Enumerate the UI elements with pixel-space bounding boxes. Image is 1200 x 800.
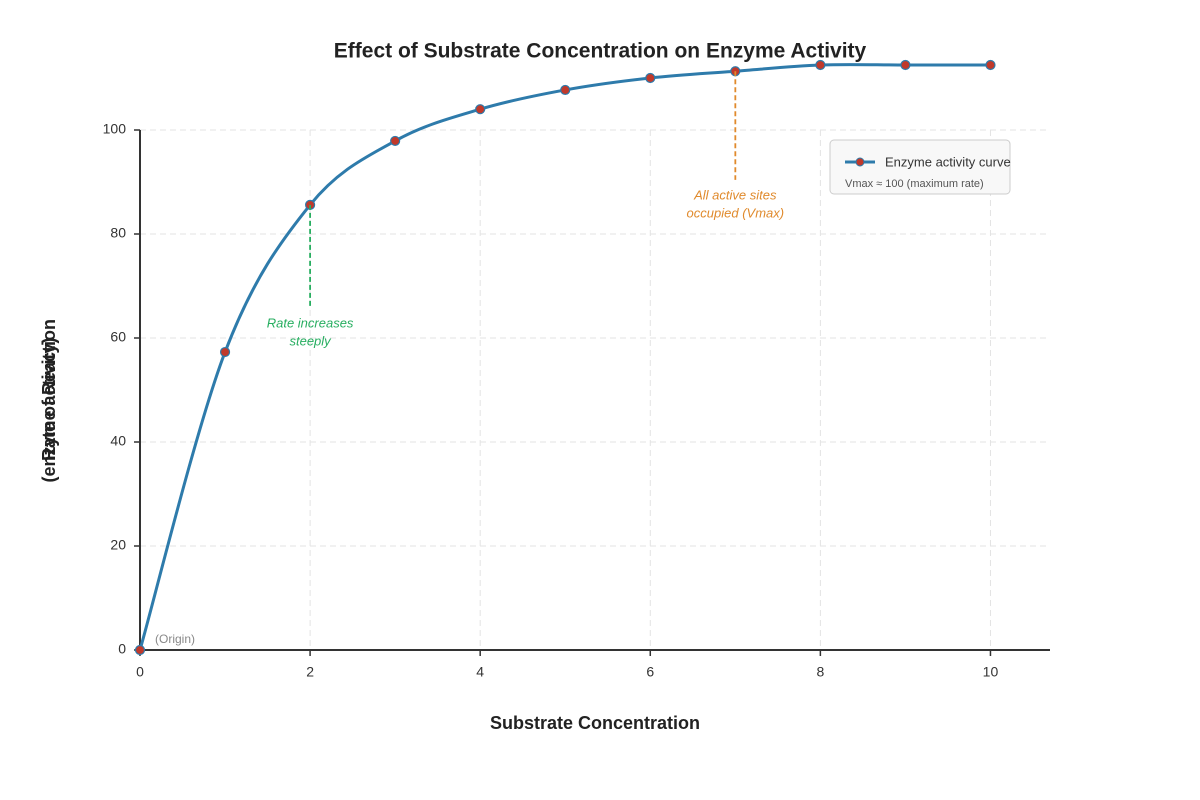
data-point: [219, 346, 231, 358]
origin-label: (Origin): [155, 632, 195, 646]
y-tick-label: 0: [118, 641, 126, 657]
annotation-text: occupied (Vmax): [687, 205, 785, 220]
x-tick-label: 10: [983, 664, 999, 680]
annotation-text: Rate increases: [267, 315, 354, 330]
x-tick-label: 8: [816, 664, 824, 680]
data-point: [900, 59, 911, 71]
data-point: [645, 72, 656, 84]
legend-box: [829, 139, 1011, 195]
data-point: [475, 104, 486, 115]
y-tick-label: 60: [110, 329, 126, 345]
annotation-text: steeply: [289, 333, 332, 348]
data-point: [390, 135, 401, 147]
annotation-text: All active sites: [693, 187, 777, 202]
y-tick-label: 80: [110, 225, 126, 241]
y-tick-label: 20: [110, 537, 126, 553]
data-point: [134, 644, 146, 656]
x-axis-label: Substrate Concentration: [490, 713, 700, 733]
x-tick-label: 4: [476, 664, 484, 680]
x-tick-label: 2: [306, 664, 314, 680]
chart-title: Effect of Substrate Concentration on Enz…: [334, 40, 867, 63]
y-axis-label: (enzyme activity): [39, 337, 59, 482]
data-line: [138, 63, 991, 651]
data-point: [560, 84, 571, 96]
y-axis-label: Rate of Reaction: [39, 319, 59, 461]
legend-marker: [855, 157, 865, 167]
y-tick-label: 40: [110, 433, 126, 449]
x-tick-label: 0: [136, 664, 144, 680]
data-point: [815, 59, 826, 71]
legend-note: Vmax ≈ 100 (maximum rate): [845, 178, 984, 190]
x-tick-label: 6: [646, 664, 654, 680]
y-tick-label: 100: [103, 121, 127, 137]
data-point: [985, 59, 996, 71]
legend-label: Enzyme activity curve: [885, 154, 1011, 169]
